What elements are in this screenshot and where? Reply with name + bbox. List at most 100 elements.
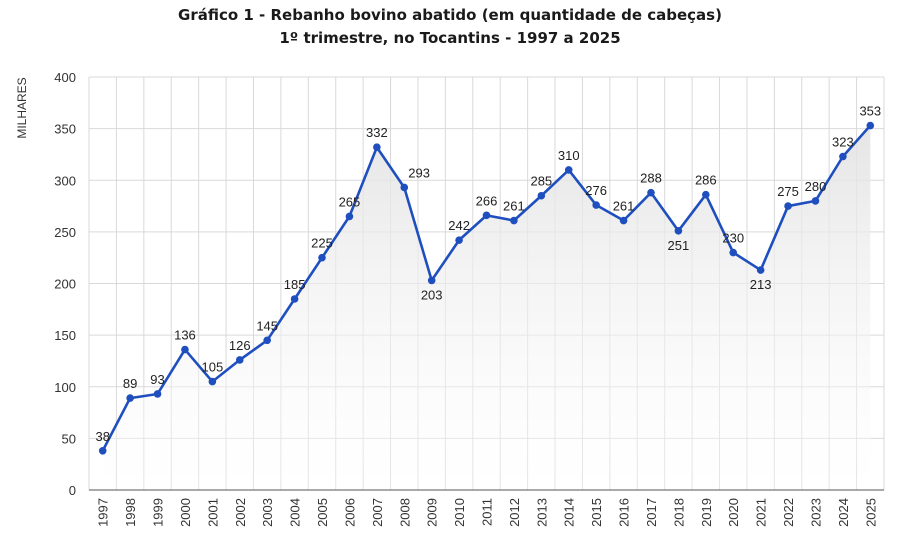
data-point [619,216,628,225]
data-label: 332 [366,125,388,140]
data-point [98,446,107,455]
x-tick-label: 2021 [754,498,769,527]
x-tick-label: 2017 [644,498,659,527]
data-label: 275 [777,184,799,199]
data-points [98,121,875,455]
data-point [427,276,436,285]
x-tick-label: 2002 [233,498,248,527]
data-label: 105 [202,360,224,375]
x-tick-label: 2022 [781,498,796,527]
data-label: 261 [503,199,525,214]
x-tick-label: 1997 [96,498,111,527]
data-label: 242 [448,218,470,233]
x-tick-label: 2020 [726,498,741,527]
data-label: 213 [750,277,772,292]
data-point [592,201,600,209]
data-label: 145 [256,318,278,333]
x-tick-label: 1999 [151,498,166,527]
data-point [537,191,546,200]
axes: 0 50 100 150 200 250 300 350 400 1997 1998 1999 2000… [54,70,884,527]
data-label: 293 [408,165,430,180]
data-label: 261 [613,199,635,214]
data-label: 251 [668,238,690,253]
x-tick-label: 2009 [425,498,440,527]
x-tick-label: 2007 [370,498,385,527]
data-point [784,202,792,210]
x-tick-label: 2005 [315,498,330,527]
data-labels: 38 89 93 136 105 126 145 185 225 265 332 293 203 242 2… [95,104,881,444]
y-tick-label: 50 [62,431,76,446]
data-label: 265 [339,194,361,209]
x-tick-label: 2000 [178,498,193,527]
x-tick-label: 2023 [808,498,823,527]
data-point [126,394,134,402]
data-point [702,190,710,199]
data-point [263,336,271,345]
y-tick-label: 300 [54,173,76,188]
data-label: 276 [585,183,607,198]
data-point [811,197,820,205]
data-point [729,248,738,257]
data-point [674,227,683,235]
data-label: 286 [695,173,717,188]
data-label: 288 [640,171,662,186]
y-tick-label: 0 [69,483,76,498]
data-label: 225 [311,236,333,251]
y-tick-label: 250 [54,225,76,240]
data-point [181,345,189,354]
x-tick-label: 2014 [562,498,577,527]
chart-title: Gráfico 1 - Rebanho bovino abatido (em q… [178,6,722,24]
data-point [290,295,299,303]
data-point [153,390,162,398]
x-tick-label: 2008 [397,498,412,527]
y-tick-label: 200 [54,277,76,292]
x-tick-label: 2018 [671,498,686,527]
data-label: 230 [722,231,744,246]
x-tick-label: 2015 [589,498,604,527]
y-axis-label: MILHARES [15,77,29,138]
data-label: 89 [123,376,137,391]
x-tick-label: 2011 [480,498,495,526]
area-fill [102,125,871,490]
x-tick-label: 2003 [260,498,275,527]
data-label: 285 [530,174,552,189]
data-label: 353 [859,104,881,119]
data-label: 185 [284,277,306,292]
x-tick-label: 2001 [205,498,220,527]
data-label: 280 [805,179,827,194]
y-tick-label: 350 [54,122,76,137]
x-tick-label: 1998 [123,498,138,527]
data-label: 93 [150,372,164,387]
data-label: 266 [476,193,498,208]
data-label: 323 [832,135,854,150]
data-point [455,236,463,244]
data-point [866,121,875,130]
chart-subtitle: 1º trimestre, no Tocantins - 1997 a 2025 [279,29,621,47]
x-tick-label: 2024 [836,498,851,527]
x-tick-label: 2004 [288,498,303,527]
x-tick-label: 2010 [452,498,467,527]
data-label: 136 [174,328,196,343]
data-point [564,166,573,174]
data-label: 38 [95,429,109,444]
data-point [345,212,354,221]
x-tick-label: 2025 [863,498,878,527]
x-tick-label: 2006 [342,498,357,527]
data-label: 310 [558,148,580,163]
data-point [510,216,518,225]
data-point [235,356,244,364]
x-tick-label: 2012 [507,498,522,527]
data-point [756,266,765,274]
x-tick-label: 2016 [617,498,632,527]
data-point [647,188,655,197]
data-point [400,183,409,192]
data-point [482,211,491,220]
data-point [318,253,326,262]
data-label: 126 [229,338,251,353]
x-tick-label: 2019 [699,498,714,527]
data-point [839,152,847,161]
y-tick-label: 100 [54,380,76,395]
data-point [373,143,381,152]
